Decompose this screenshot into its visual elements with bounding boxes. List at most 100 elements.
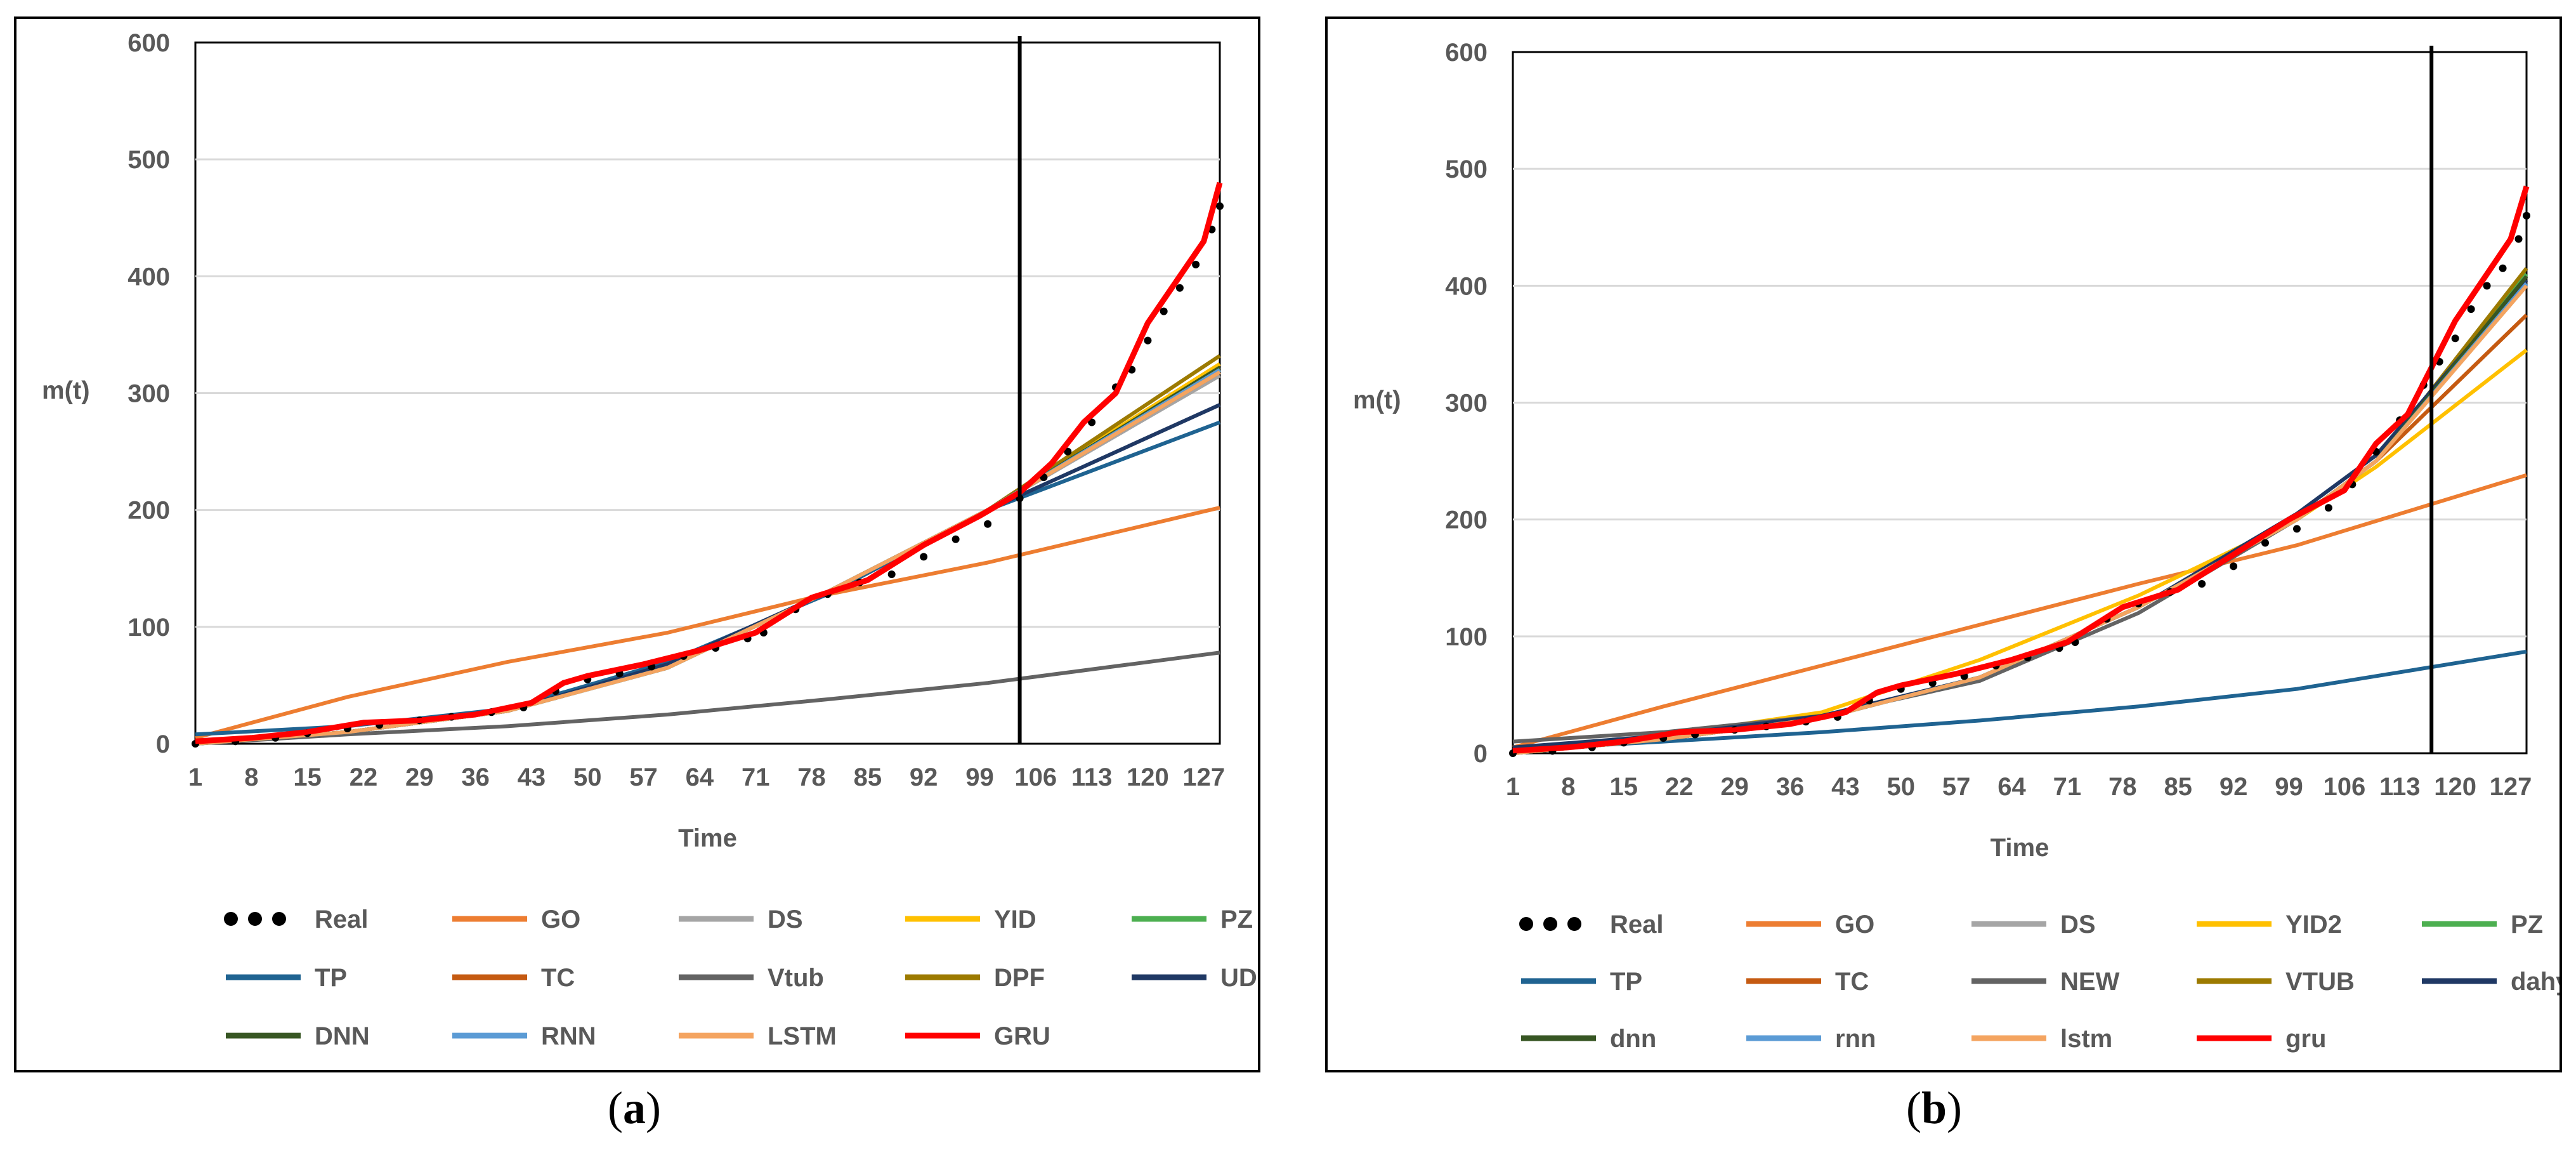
real-point [2514, 235, 2523, 243]
x-tick-label: 29 [1720, 773, 1749, 801]
legend-label-tc: TC [541, 964, 575, 992]
legend-label-ds: DS [2060, 911, 2096, 939]
legend-label-tp: TP [1610, 968, 1642, 996]
x-tick-label: 15 [293, 763, 322, 791]
caption-a-open: ( [608, 1083, 623, 1133]
series-line-rnn [195, 368, 1221, 746]
series-line-lstm [195, 370, 1221, 746]
series-line-yid2 [1512, 348, 2528, 755]
legend-dot [248, 912, 262, 926]
legend-label-go: GO [541, 906, 580, 933]
x-axis-label: Time [1991, 834, 2050, 862]
legend-label-tc: TC [1835, 968, 1869, 996]
series-line-yid [195, 362, 1221, 746]
legend-label-tp: TP [315, 964, 347, 992]
series-line-tp [195, 420, 1221, 737]
real-point [1088, 418, 1096, 426]
x-tick-label: 57 [1942, 773, 1971, 801]
legend-dot [1519, 917, 1533, 931]
series-line-pz [195, 368, 1221, 746]
y-tick-label: 400 [127, 263, 170, 291]
real-point [2292, 525, 2301, 533]
y-tick-label: 600 [1445, 39, 1487, 67]
x-tick-label: 22 [1665, 773, 1694, 801]
caption-b: (b) [1906, 1082, 1962, 1135]
real-point [951, 535, 960, 543]
series-line-pz [1512, 273, 2528, 755]
x-tick-label: 57 [629, 763, 658, 791]
x-tick-label: 71 [742, 763, 770, 791]
x-tick-label: 127 [1182, 763, 1225, 791]
legend-label-dnn: dnn [1610, 1025, 1656, 1053]
legend-label-rnn: rnn [1835, 1025, 1876, 1053]
legend-dot [1567, 917, 1581, 931]
y-tick-label: 300 [1445, 390, 1487, 418]
legend-label-dpf: DPF [994, 964, 1045, 992]
x-tick-label: 64 [686, 763, 714, 791]
legend-label-yid: YID [994, 906, 1036, 933]
caption-b-close: ) [1947, 1083, 1963, 1133]
x-tick-label: 78 [797, 763, 826, 791]
x-tick-label: 36 [1776, 773, 1805, 801]
legend-label-pz: PZ [1220, 906, 1253, 933]
series-line-dpf [195, 354, 1221, 746]
x-tick-label: 92 [2220, 773, 2248, 801]
x-tick-label: 50 [573, 763, 602, 791]
x-tick-label: 78 [2109, 773, 2137, 801]
real-point [1192, 260, 1200, 268]
real-point [2499, 264, 2507, 272]
legend-label-dahye: dahye [2511, 968, 2560, 996]
real-point [1064, 447, 1072, 456]
real-point [920, 553, 928, 561]
y-tick-label: 0 [156, 730, 170, 758]
caption-b-open: ( [1906, 1083, 1921, 1133]
legend-label-real: Real [1610, 911, 1664, 939]
real-point [2198, 579, 2206, 588]
x-tick-label: 29 [405, 763, 434, 791]
legend-label-pz: PZ [2511, 911, 2543, 939]
legend-label-vtub: VTUB [2285, 968, 2355, 996]
chart-panel-a: 0 100 200 300 400 500 600 1 8 15 22 29 36 43 50 57 64 71 7… [14, 16, 1260, 1072]
x-tick-label: 8 [244, 763, 258, 791]
series-line-go [1512, 473, 2527, 749]
y-tick-label: 400 [1445, 272, 1487, 300]
x-tick-label: 99 [965, 763, 994, 791]
legend-dot [224, 912, 238, 926]
x-tick-label: 127 [2490, 773, 2532, 801]
legend-label-ds: DS [768, 906, 803, 933]
y-tick-label: 500 [127, 146, 170, 174]
legend-label-yid2: YID2 [2285, 911, 2342, 939]
series-line-dnn [195, 366, 1221, 746]
real-point [1175, 284, 1184, 292]
y-tick-label: 500 [1445, 155, 1487, 183]
x-tick-label: 22 [350, 763, 378, 791]
y-tick-label: 0 [1474, 740, 1487, 768]
x-tick-label: 99 [2275, 773, 2303, 801]
real-point [2483, 282, 2491, 290]
real-point [1160, 307, 1168, 315]
legend-label-vtub: Vtub [768, 964, 824, 992]
x-tick-label: 50 [1886, 773, 1915, 801]
y-tick-label: 100 [1445, 623, 1487, 651]
series-line-tc [1512, 313, 2528, 755]
x-tick-label: 113 [2379, 773, 2421, 801]
series-line-vtub [195, 650, 1220, 746]
x-tick-label: 92 [910, 763, 938, 791]
legend-label-new: NEW [2060, 968, 2120, 996]
legend-label-gru: gru [2285, 1025, 2326, 1053]
series-line-go [195, 506, 1220, 740]
caption-a-close: ) [645, 1083, 661, 1133]
real-point [2451, 334, 2459, 343]
caption-a: (a) [608, 1082, 661, 1135]
y-tick-label: 100 [127, 614, 170, 642]
y-tick-label: 300 [127, 380, 170, 408]
x-axis-label: Time [678, 824, 737, 852]
x-tick-label: 85 [854, 763, 882, 791]
real-point [2261, 539, 2270, 547]
x-tick-label: 15 [1610, 773, 1638, 801]
real-point [2467, 305, 2475, 313]
x-tick-label: 113 [1071, 763, 1113, 791]
x-tick-label: 1 [1506, 773, 1520, 801]
legend-label-rnn: RNN [541, 1022, 596, 1050]
x-tick-label: 43 [518, 763, 546, 791]
